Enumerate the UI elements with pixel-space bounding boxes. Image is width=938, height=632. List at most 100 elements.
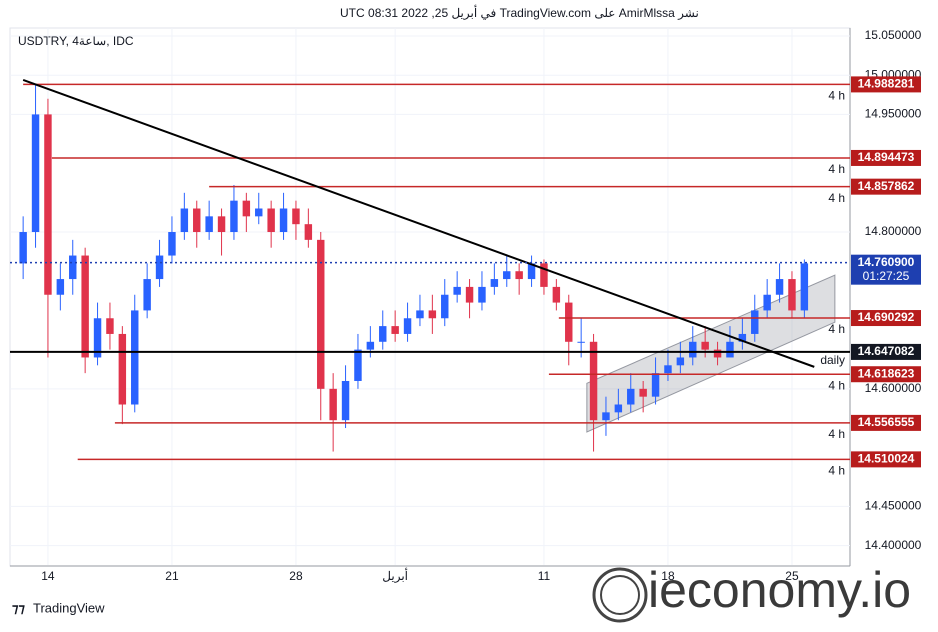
candle-body (540, 263, 548, 287)
candle-body (379, 326, 387, 342)
level-price-box (851, 310, 921, 327)
candle-body (726, 341, 734, 358)
level-price-label: 14.510024 (858, 452, 915, 466)
candle-body (763, 294, 771, 311)
candle-body (93, 318, 102, 358)
candle-body (478, 286, 486, 303)
footer-logo: ⁊⁊ (12, 600, 25, 615)
candle-body (527, 263, 536, 280)
candle-body (304, 224, 313, 240)
level-price-box (851, 76, 921, 93)
candle-body (627, 388, 635, 405)
level-price-label: 14.988281 (858, 77, 915, 91)
candle-body (453, 286, 461, 295)
level-tag: 4 h (828, 427, 845, 441)
plot-frame (9, 27, 851, 567)
level-tag: 4 h (828, 162, 845, 176)
candle-body (292, 208, 300, 225)
candle-body (341, 380, 350, 421)
candle-body (664, 365, 672, 374)
candle-body (255, 208, 263, 217)
level-tag: 4 h (828, 378, 845, 392)
level-price-label: 14.556555 (858, 415, 915, 429)
candle-body (56, 279, 65, 295)
candle-body (391, 326, 399, 334)
y-tick-label: 15.050000 (865, 28, 922, 42)
level-price-label: 14.857862 (858, 179, 915, 193)
candle-body (230, 200, 238, 233)
candle-body (589, 341, 598, 421)
x-tick-label: 28 (289, 569, 303, 583)
y-tick-label: 14.800000 (865, 224, 922, 238)
candle-body (366, 341, 375, 350)
watermark-logo-inner (600, 575, 640, 615)
candle-body (428, 310, 437, 319)
header: نشر AmirMlssa على TradingView.com في أبر… (340, 5, 699, 20)
candle-body (738, 333, 747, 342)
level-price-box (851, 366, 921, 383)
y-tick-label: 14.600000 (865, 381, 922, 395)
candle-body (577, 341, 585, 343)
candle-body (242, 200, 251, 217)
x-tick-label: 21 (165, 569, 179, 583)
candle-body (354, 349, 362, 381)
footer: TradingView (33, 600, 105, 615)
level-tag: 4 h (828, 322, 845, 336)
candle-body (490, 279, 499, 287)
level-price-label: 14.690292 (858, 310, 915, 324)
level-price-label: 14.618623 (858, 366, 915, 380)
candle-body (503, 271, 511, 280)
level-price-label: 14.894473 (858, 150, 915, 164)
level-tag: 4 h (828, 89, 845, 103)
current-price-label: 14.760900 (858, 255, 915, 269)
candle-body (788, 279, 796, 311)
candle-body (565, 302, 573, 342)
level-tag: 4 h (828, 464, 845, 478)
candle-body (614, 404, 623, 413)
candle-body (193, 208, 201, 233)
candle-body (168, 232, 176, 256)
candle-body (775, 279, 784, 295)
candle-body (155, 255, 164, 280)
candle-body (143, 279, 151, 311)
candle-body (416, 310, 424, 319)
y-tick-label: 14.950000 (865, 107, 922, 121)
x-tick-label: 25 (785, 569, 799, 583)
level-price-box (851, 178, 921, 195)
candle-body (403, 318, 412, 334)
candle-body (118, 333, 127, 405)
symbol-title: USDTRY, 4ساعة, IDC (18, 34, 134, 48)
x-tick-label: 18 (661, 569, 675, 583)
candle-body (106, 318, 114, 334)
x-tick-label: 11 (538, 569, 551, 583)
level-price-box (851, 343, 921, 360)
candle-body (552, 286, 561, 303)
candle-body (44, 114, 52, 295)
candle-body (639, 388, 647, 397)
trendline (22, 78, 815, 368)
candle-body (217, 216, 226, 233)
candle-body (279, 208, 288, 233)
candle-body (441, 294, 449, 319)
candle-body (317, 239, 325, 389)
y-tick-label: 14.400000 (865, 538, 922, 552)
level-price-box (851, 149, 921, 166)
candle-body (751, 310, 759, 334)
candle-body (205, 216, 213, 233)
candle-body (329, 388, 337, 421)
countdown: 01:27:25 (863, 269, 910, 283)
candle-body (515, 271, 523, 280)
candle-body (689, 341, 697, 358)
candle-body (465, 286, 474, 303)
candle-body (19, 232, 27, 264)
level-tag: 4 h (828, 191, 845, 205)
candle-body (31, 114, 40, 233)
candle-body (267, 208, 275, 233)
watermark-logo (592, 567, 648, 623)
candle-body (800, 263, 809, 311)
level-price-label: 14.647082 (858, 344, 915, 358)
candle-body (713, 349, 722, 358)
x-tick-label: 14 (41, 569, 55, 583)
